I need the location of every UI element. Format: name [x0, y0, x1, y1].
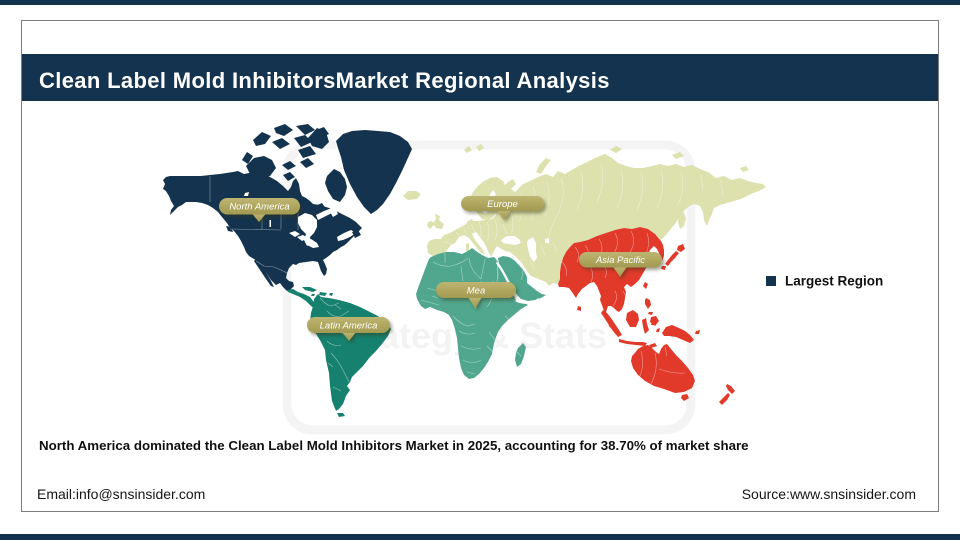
svg-text:Latin America: Latin America: [320, 320, 378, 331]
svg-text:Asia Pacific: Asia Pacific: [595, 255, 645, 266]
svg-text:Mea: Mea: [467, 285, 485, 296]
svg-text:Europe: Europe: [487, 199, 518, 210]
svg-text:Largest Region: Largest Region: [785, 274, 883, 289]
svg-text:North America: North America: [229, 202, 289, 213]
